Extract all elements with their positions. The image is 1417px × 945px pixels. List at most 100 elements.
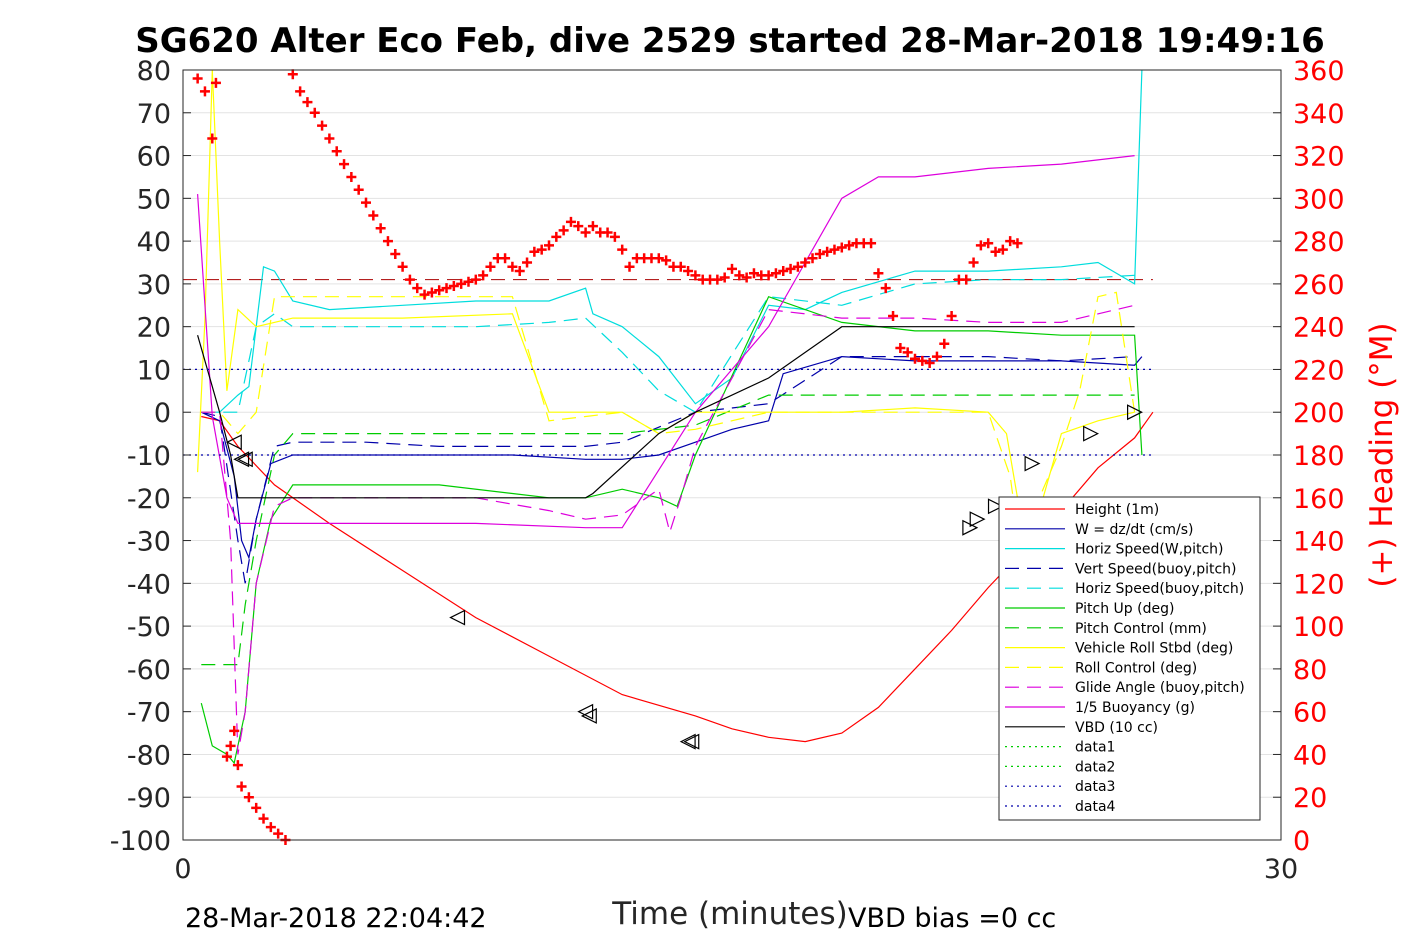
heading-marker: [822, 246, 833, 257]
heading-marker: [866, 238, 877, 249]
heading-marker: [924, 358, 935, 369]
heading-marker: [609, 231, 620, 242]
triangle-marker: [683, 733, 700, 750]
heading-marker: [565, 216, 576, 227]
heading-marker: [470, 274, 481, 285]
heading-marker: [404, 274, 415, 285]
heading-marker: [910, 353, 920, 364]
heading-marker: [551, 231, 562, 242]
heading-marker: [382, 236, 393, 247]
heading-marker: [324, 133, 335, 144]
tick-label-left: -50: [127, 612, 171, 643]
series-line-5: [201, 274, 1135, 414]
heading-marker: [368, 210, 379, 221]
heading-marker: [836, 242, 847, 253]
heading-marker: [302, 97, 313, 108]
heading-marker: [653, 253, 664, 264]
tick-label-right: 280: [1293, 227, 1345, 258]
heading-marker: [441, 283, 452, 294]
heading-marker: [317, 120, 328, 131]
heading-marker: [536, 244, 547, 255]
tick-label-right: 100: [1293, 612, 1345, 643]
heading-marker: [880, 283, 891, 294]
tick-label-right: 60: [1293, 698, 1327, 729]
series-line-9: [201, 291, 1136, 584]
heading-marker: [997, 244, 1008, 255]
heading-marker: [1012, 238, 1023, 249]
legend-label-3: Horiz Speed(W,pitch): [1075, 542, 1223, 558]
heading-marker: [295, 86, 306, 97]
heading-marker: [426, 287, 437, 298]
tick-label-right: 200: [1293, 398, 1345, 429]
heading-marker: [814, 248, 825, 259]
heading-marker: [463, 276, 474, 287]
heading-marker: [968, 257, 979, 268]
heading-marker: [888, 310, 899, 321]
chart-title: SG620 Alter Eco Feb, dive 2529 started 2…: [135, 21, 1325, 61]
tick-label-left: 80: [137, 56, 171, 87]
heading-marker: [748, 268, 759, 279]
heading-marker: [229, 725, 240, 736]
legend-label-2: W = dz/dt (cm/s): [1075, 522, 1194, 538]
heading-marker: [522, 257, 533, 268]
series-line-10: [201, 304, 1135, 755]
tick-label-left: -30: [127, 527, 171, 558]
heading-marker: [529, 246, 540, 257]
legend-label-15: data3: [1075, 779, 1115, 795]
heading-marker: [225, 740, 236, 751]
triangle-marker: [969, 511, 986, 528]
heading-marker: [544, 240, 554, 251]
tick-label-right: 140: [1293, 527, 1345, 558]
heading-marker: [712, 274, 723, 285]
heading-marker: [844, 240, 855, 251]
heading-marker: [273, 828, 284, 839]
triangle-marker: [236, 451, 253, 468]
legend-label-8: Vehicle Roll Stbd (deg): [1075, 641, 1233, 657]
heading-marker: [478, 270, 489, 281]
tick-label-left: -60: [127, 655, 171, 686]
heading-marker: [961, 274, 972, 285]
tick-label-left: 30: [137, 270, 171, 301]
tick-label-right: 300: [1293, 184, 1345, 215]
heading-marker: [419, 289, 430, 300]
legend-label-4: Vert Speed(buoy,pitch): [1075, 561, 1237, 577]
heading-marker: [507, 261, 518, 272]
tick-label-left: -80: [127, 740, 171, 771]
heading-marker: [983, 238, 994, 249]
triangle-marker: [1024, 455, 1041, 472]
tick-label-left: -100: [110, 826, 171, 857]
tick-label-right: 20: [1293, 783, 1327, 814]
series-line-3: [201, 69, 1143, 413]
heading-marker: [917, 355, 928, 366]
heading-marker: [375, 223, 386, 234]
heading-marker: [346, 171, 357, 182]
heading-marker: [778, 266, 789, 277]
heading-marker: [265, 822, 276, 833]
heading-marker: [661, 255, 672, 266]
heading-marker: [975, 240, 986, 251]
tick-label-left: 0: [154, 398, 171, 429]
triangle-marker: [580, 707, 597, 724]
legend-label-5: Horiz Speed(buoy,pitch): [1075, 581, 1244, 597]
heading-marker: [243, 792, 254, 803]
triangle-marker: [679, 733, 696, 750]
heading-marker: [580, 227, 591, 238]
x-axis-ticks: 0 30: [174, 832, 1298, 885]
heading-marker: [939, 338, 950, 349]
tick-label-x: 0: [174, 854, 191, 885]
heading-marker: [683, 266, 694, 277]
footer-timestamp: 28-Mar-2018 22:04:42: [185, 903, 487, 934]
heading-marker: [558, 225, 569, 236]
heading-marker: [192, 73, 203, 84]
heading-marker: [390, 248, 401, 259]
heading-marker: [514, 266, 525, 277]
heading-marker: [873, 268, 884, 279]
tick-label-left: 60: [137, 142, 171, 173]
triangle-marker: [987, 498, 1004, 515]
series-line-12: [197, 326, 1135, 499]
heading-marker: [221, 751, 232, 762]
series-line-7: [201, 394, 1135, 666]
heading-marker: [602, 227, 613, 238]
legend: Height (1m) W = dz/dt (cm/s) Horiz Speed(W…: [998, 496, 1261, 821]
heading-marker: [573, 221, 584, 232]
